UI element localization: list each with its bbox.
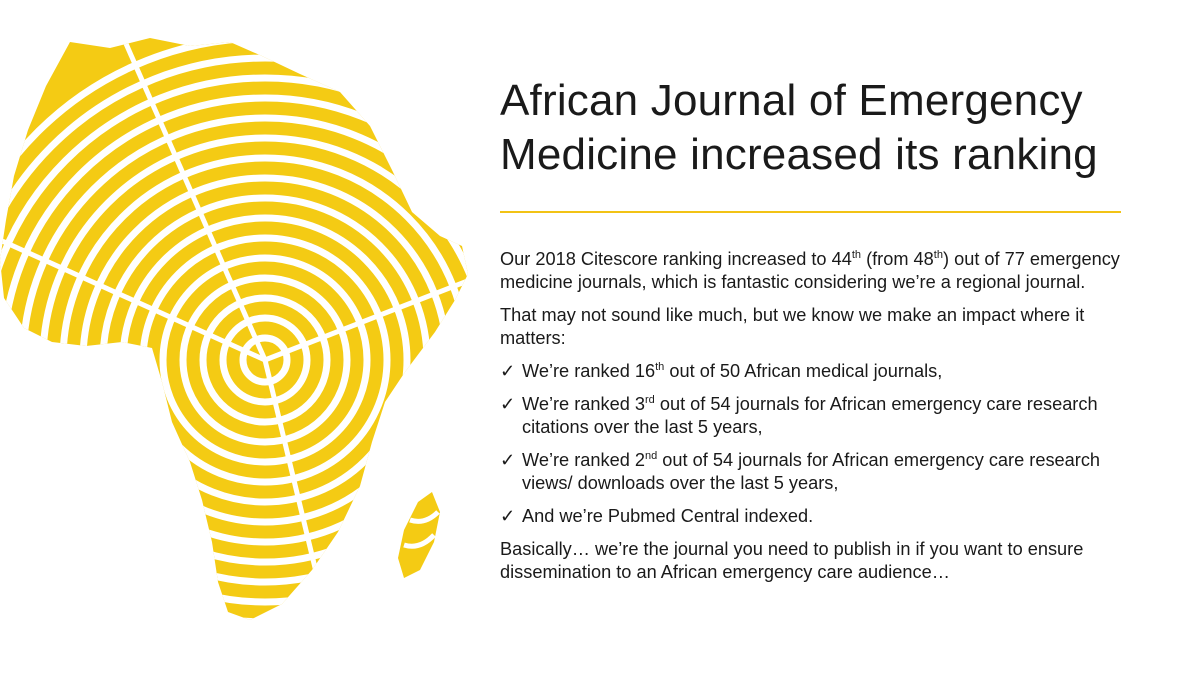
paragraph-impact: That may not sound like much, but we kno… [500,305,1085,348]
bullet-text: out of 54 journals for African emergency… [522,450,1101,493]
checkmark-icon: ✓ [500,361,516,381]
bullet-sup: nd [645,450,658,462]
title-line-2: Medicine increased its ranking [500,130,1098,179]
africa-map-logo-icon [0,38,468,620]
paragraph-closing: Basically… we’re the journal you need to… [500,539,1084,582]
list-item: ✓ And we’re Pubmed Central indexed. [500,505,1140,528]
bullet-text: We’re ranked 2 [522,450,645,470]
bullet-text: out of 54 journals for African emergency… [522,394,1098,437]
title-line-1: African Journal of Emergency [500,76,1083,125]
slide-body: Our 2018 Citescore ranking increased to … [500,248,1140,594]
bullet-text: We’re ranked 3 [522,394,645,414]
para1-sup-2: th [933,249,943,261]
slide-title: African Journal of Emergency Medicine in… [500,74,1160,182]
checkmark-icon: ✓ [500,450,516,470]
checkmark-icon: ✓ [500,394,516,414]
para1-text-a: Our 2018 Citescore ranking increased to … [500,249,852,269]
checkmark-icon: ✓ [500,506,516,526]
bullet-text: We’re ranked 16 [522,361,656,381]
bullet-text: And we’re Pubmed Central indexed. [522,506,814,526]
para1-text-c: ) out of 77 emergency medicine journals,… [500,249,1120,292]
bullet-text: out of 50 African medical journals, [664,361,943,381]
paragraph-citescore: Our 2018 Citescore ranking increased to … [500,248,1140,294]
list-item: ✓ We’re ranked 3rd out of 54 journals for… [500,393,1140,439]
ranking-list: ✓ We’re ranked 16th out of 50 African med… [500,360,1140,528]
list-item: ✓ We’re ranked 2nd out of 54 journals for… [500,449,1140,495]
list-item: ✓ We’re ranked 16th out of 50 African med… [500,360,1140,383]
bullet-sup: rd [645,394,655,406]
para1-sup-1: th [851,249,862,261]
madagascar-shape [398,492,440,578]
para1-text-b: (from 48 [861,249,934,269]
bullet-sup: th [655,361,665,373]
title-divider [500,211,1121,213]
